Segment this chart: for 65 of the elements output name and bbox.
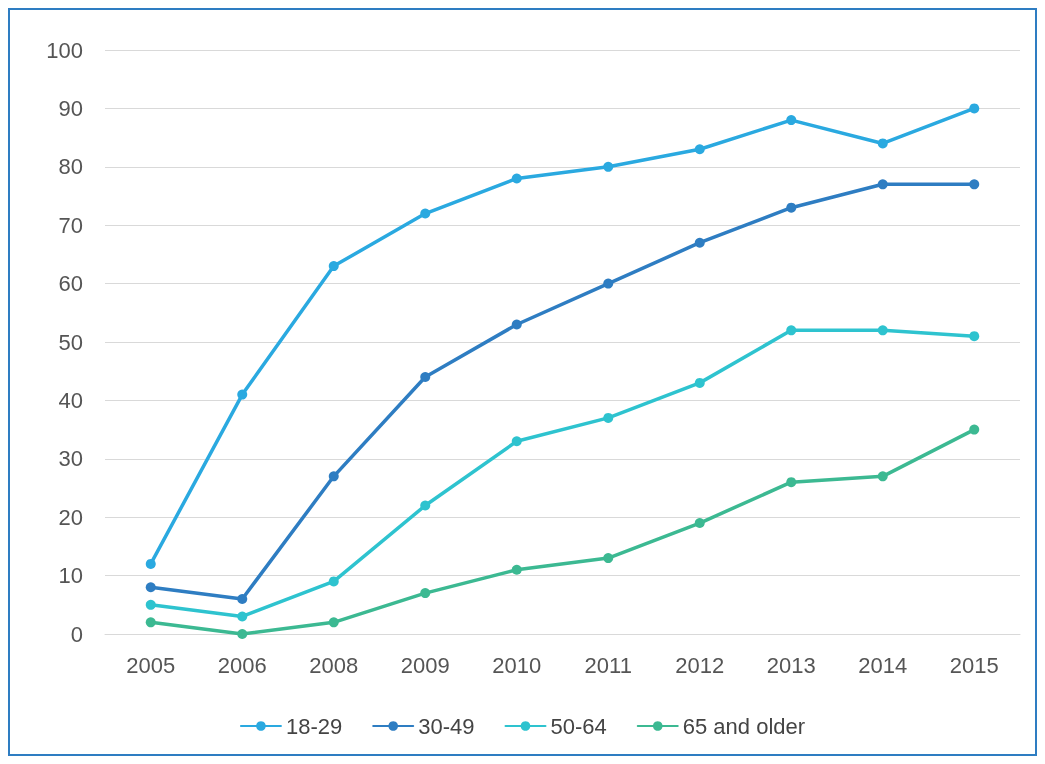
point [877, 179, 888, 190]
y-tick-label: 50 [58, 329, 83, 355]
point [786, 477, 797, 488]
point [603, 161, 614, 172]
point [786, 325, 797, 336]
y-tick-label: 10 [58, 563, 83, 589]
x-tick-label: 2013 [766, 652, 816, 678]
y-tick-label: 90 [58, 95, 83, 121]
y-tick-label: 100 [46, 37, 83, 63]
point [603, 553, 614, 564]
x-tick-label: 2005 [126, 652, 176, 678]
point [877, 471, 888, 482]
point [786, 115, 797, 126]
x-tick-label: 2006 [217, 652, 267, 678]
point [694, 237, 705, 248]
point [328, 471, 339, 482]
point [511, 319, 522, 330]
point [969, 331, 980, 342]
legend-label: 30-49 [418, 713, 475, 739]
point [420, 208, 431, 219]
point [694, 518, 705, 529]
point [969, 179, 980, 190]
x-tick-label: 2009 [400, 652, 450, 678]
point [145, 599, 156, 610]
point [969, 103, 980, 114]
point [237, 593, 248, 604]
point [145, 582, 156, 593]
point [420, 588, 431, 599]
y-tick-label: 80 [58, 154, 83, 180]
point [511, 564, 522, 575]
point [694, 377, 705, 388]
y-tick-label: 40 [58, 387, 83, 413]
point [786, 202, 797, 213]
legend-label: 50-64 [550, 713, 607, 739]
point [877, 138, 888, 149]
y-tick-label: 70 [58, 212, 83, 238]
x-tick-label: 2014 [858, 652, 908, 678]
legend-label: 18-29 [285, 713, 343, 739]
x-tick-label: 2011 [584, 652, 632, 678]
point [145, 617, 156, 628]
point [603, 278, 614, 289]
x-tick-label: 2015 [949, 652, 999, 678]
point [511, 436, 522, 447]
point [328, 261, 339, 272]
x-tick-label: 2008 [309, 652, 359, 678]
y-tick-label: 20 [58, 504, 83, 530]
point [328, 576, 339, 587]
point [603, 412, 614, 423]
y-tick-label: 60 [58, 271, 83, 297]
point [511, 173, 522, 184]
point [420, 372, 431, 383]
point [877, 325, 888, 336]
point [145, 558, 156, 569]
x-tick-label: 2012 [675, 652, 725, 678]
point [237, 389, 248, 400]
point [328, 617, 339, 628]
x-tick-label: 2010 [492, 652, 542, 678]
point [237, 629, 248, 639]
point [969, 424, 980, 435]
point [420, 500, 431, 511]
point [237, 611, 248, 622]
legend-label: 65 and older [682, 713, 806, 739]
y-tick-label: 30 [58, 446, 83, 472]
point [694, 144, 705, 155]
y-tick-label: 0 [70, 621, 83, 647]
